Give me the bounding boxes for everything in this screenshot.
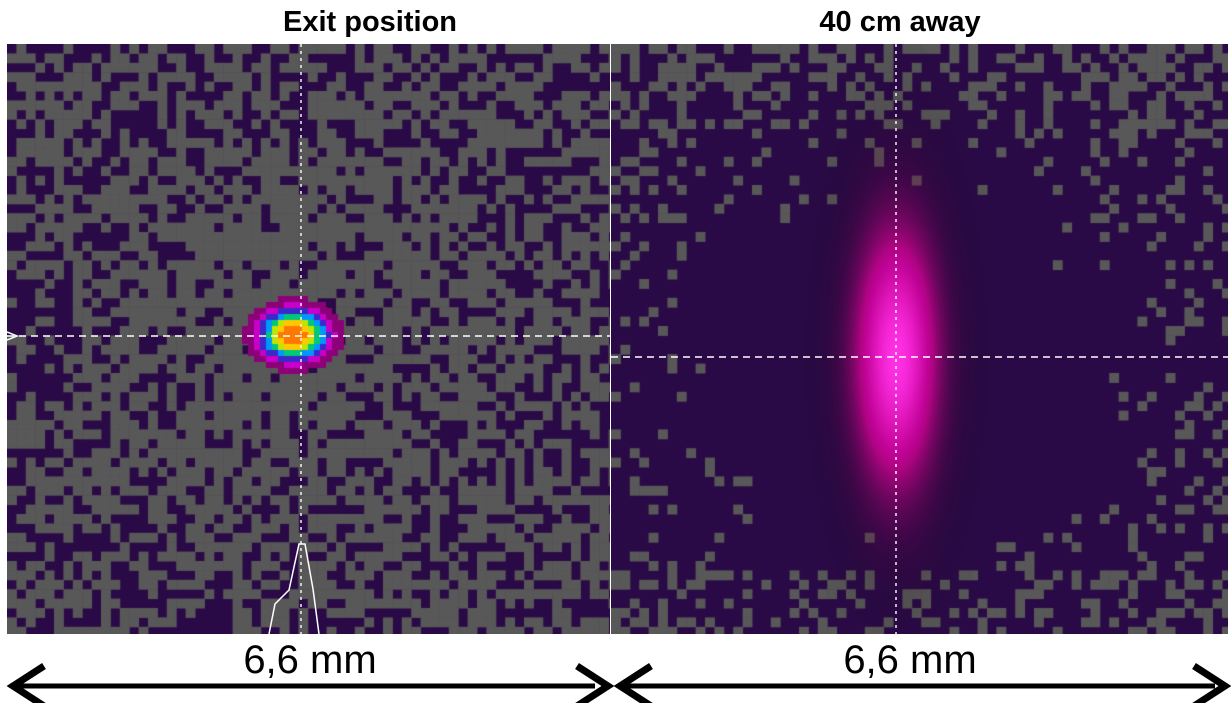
- scale-arrows: [6, 663, 1231, 703]
- beam-image-exit: [7, 44, 610, 634]
- beam-profile-40cm: [611, 44, 1228, 634]
- beam-image-40cm: [611, 44, 1228, 634]
- edge-marker: [7, 331, 20, 341]
- scale-label-left: 6,6 mm: [243, 638, 377, 682]
- panel-title-40cm-away: 40 cm away: [819, 6, 981, 38]
- crosshair-overlay-40cm: [611, 44, 1228, 634]
- beam-profile-exit: [7, 44, 610, 634]
- scale-arrow-right: [613, 663, 1231, 703]
- crosshair-overlay-exit: [7, 44, 610, 634]
- scale-label-right: 6,6 mm: [843, 638, 977, 682]
- panel-title-exit-position: Exit position: [283, 6, 457, 38]
- scale-arrow-left: [6, 663, 615, 703]
- profile-trace: [268, 543, 320, 634]
